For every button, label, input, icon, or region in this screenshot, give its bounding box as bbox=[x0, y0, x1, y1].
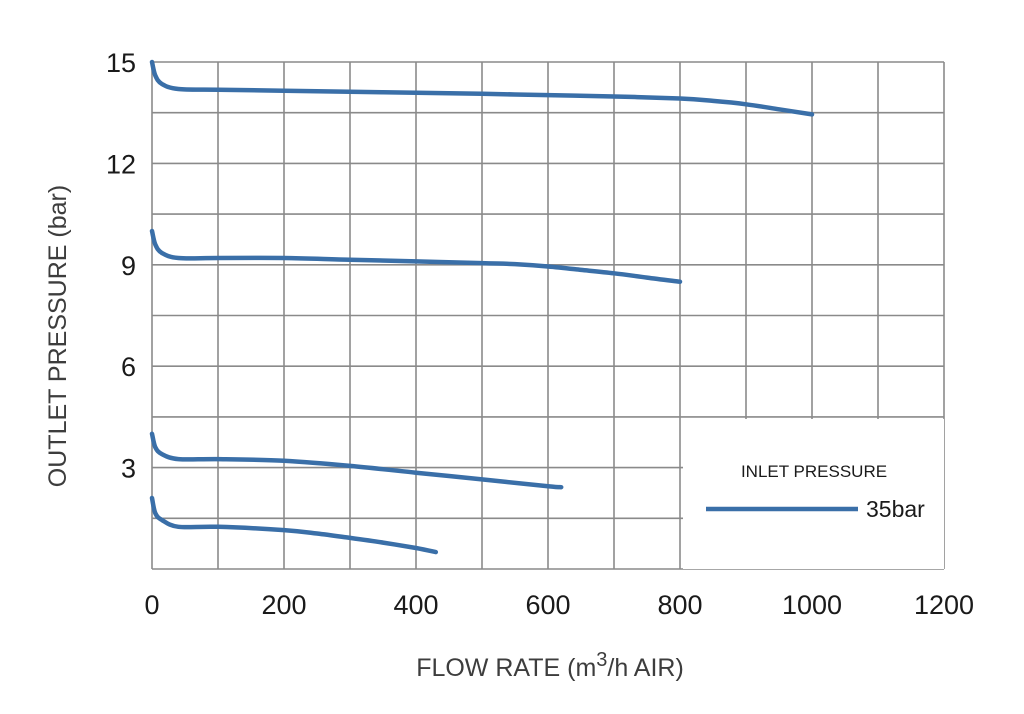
series-lines bbox=[149, 59, 815, 555]
y-tick-label-2: 9 bbox=[121, 251, 136, 281]
x-tick-label-6: 1200 bbox=[914, 590, 974, 620]
x-tick-label-2: 400 bbox=[393, 590, 438, 620]
legend-title: INLET PRESSURE bbox=[741, 462, 887, 481]
x-axis-title-tail: /h AIR) bbox=[607, 654, 683, 682]
x-axis-title-main: FLOW RATE (m bbox=[416, 654, 596, 682]
y-tick-label-0: 3 bbox=[121, 454, 136, 484]
y-axis-ticks: 3 6 9 12 15 bbox=[106, 48, 136, 484]
legend-label-35bar: 35bar bbox=[866, 496, 925, 522]
x-tick-label-0: 0 bbox=[144, 590, 159, 620]
x-tick-label-5: 1000 bbox=[782, 590, 842, 620]
x-tick-label-1: 200 bbox=[261, 590, 306, 620]
x-axis-title-superscript: 3 bbox=[596, 649, 607, 671]
x-axis-title: FLOW RATE (m3/h AIR) bbox=[416, 649, 684, 682]
y-axis-title: OUTLET PRESSURE (bar) bbox=[44, 185, 72, 487]
y-tick-label-4: 15 bbox=[106, 48, 136, 78]
legend-background bbox=[683, 419, 944, 569]
x-tick-label-4: 800 bbox=[657, 590, 702, 620]
series-line-2 bbox=[149, 431, 564, 490]
series-line-0 bbox=[149, 59, 815, 117]
series-line-1 bbox=[149, 228, 683, 284]
x-axis-ticks: 0 200 400 600 800 1000 1200 bbox=[144, 590, 974, 620]
legend: INLET PRESSURE 35bar bbox=[683, 419, 944, 569]
y-tick-label-1: 6 bbox=[121, 352, 136, 382]
y-tick-label-3: 12 bbox=[106, 149, 136, 179]
x-tick-label-3: 600 bbox=[525, 590, 570, 620]
series-line-3 bbox=[149, 495, 439, 555]
